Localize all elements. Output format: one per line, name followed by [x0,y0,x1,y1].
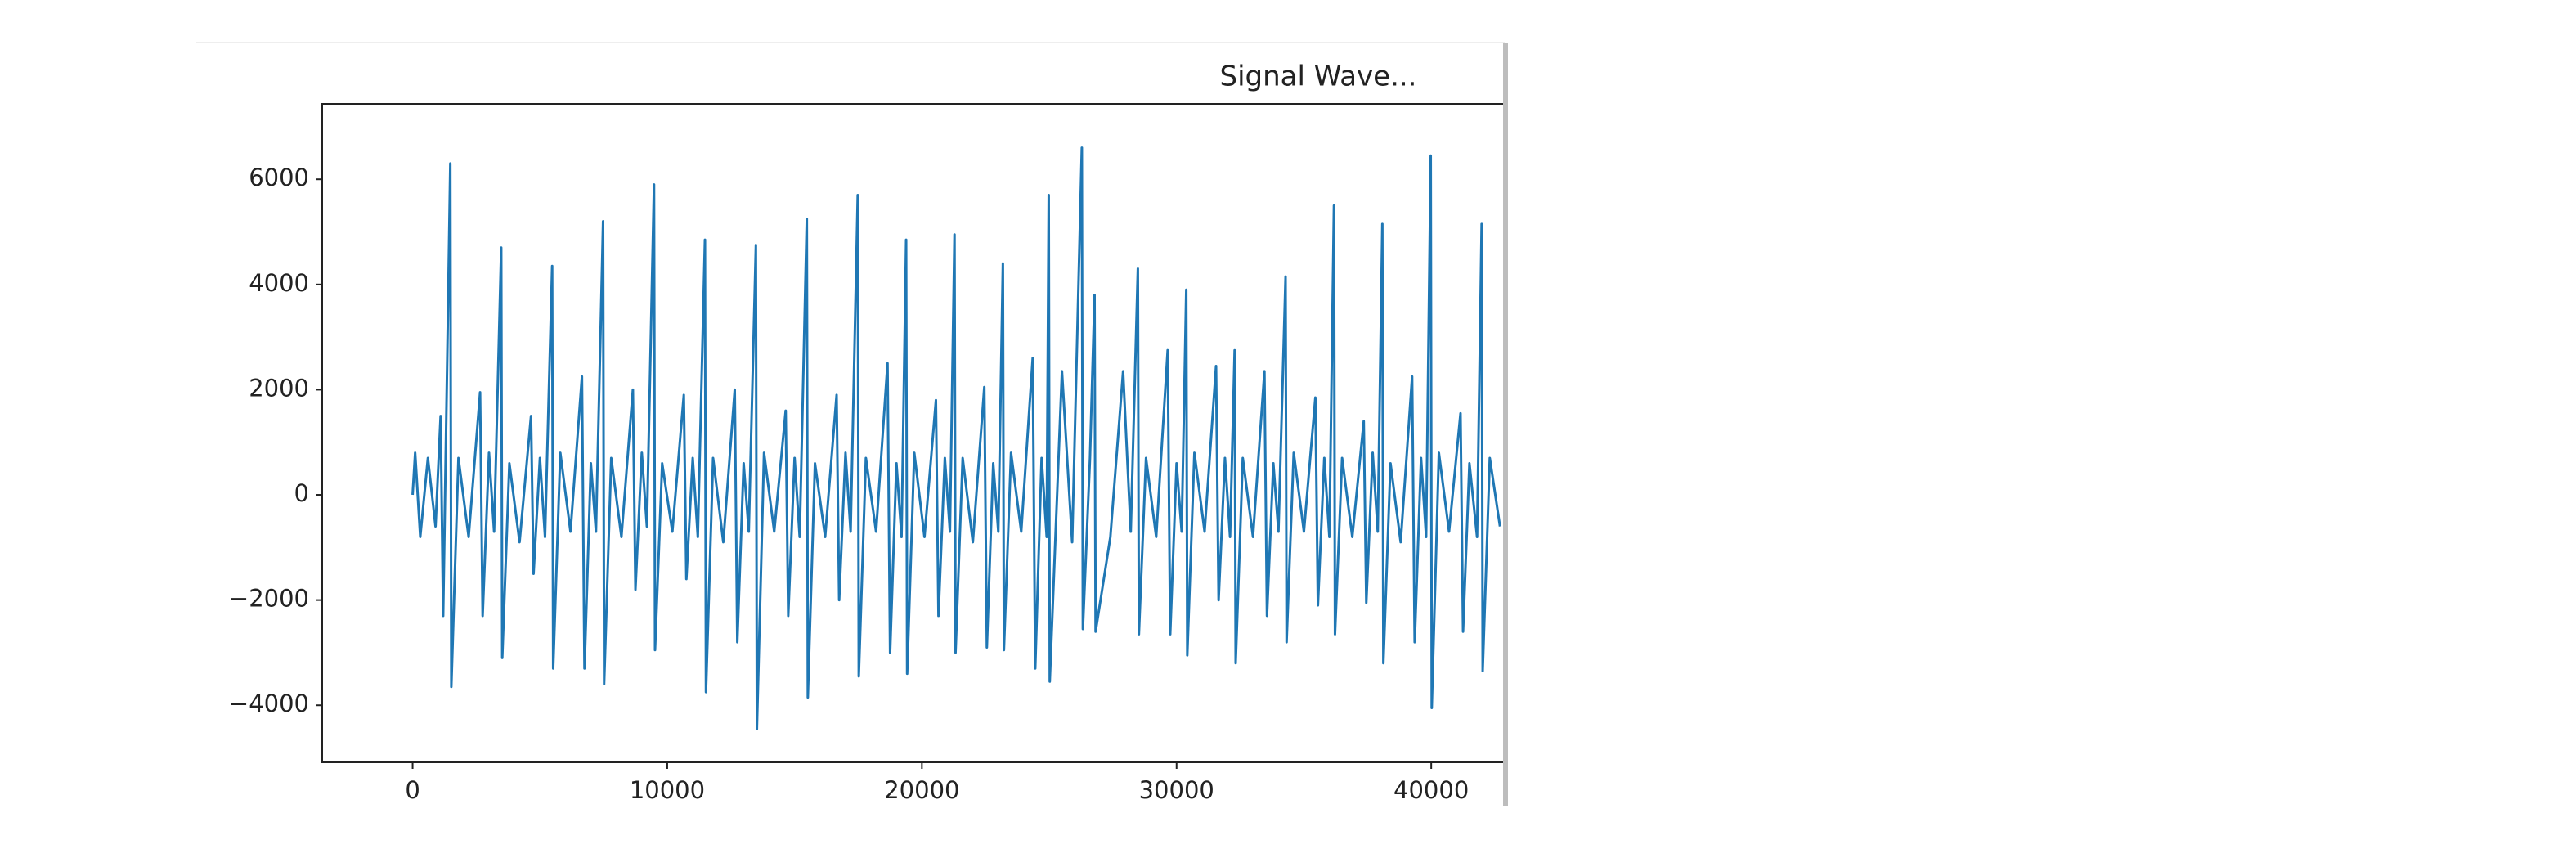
panel-divider [1503,43,1508,806]
signal-line [411,146,1501,730]
chart-title: Signal Wave... [1220,61,1417,93]
plot: −4000 −2000 0 2000 4000 6000 0 10000 20000 30000 4… [229,103,1505,804]
x-tick-label: 40000 [1393,776,1469,804]
x-tick-label: 0 [405,776,420,804]
y-tick-label: 0 [294,479,309,507]
axes-frame [321,103,1505,763]
y-tick-label: −2000 [229,585,309,613]
y-tick-label: −4000 [229,690,309,717]
x-tick-label: 10000 [630,776,705,804]
y-tick-label: 6000 [249,164,309,191]
x-tick-label: 20000 [884,776,959,804]
x-tick-label: 30000 [1139,776,1214,804]
y-tick-label: 4000 [249,269,309,297]
y-tick-label: 2000 [249,374,309,402]
